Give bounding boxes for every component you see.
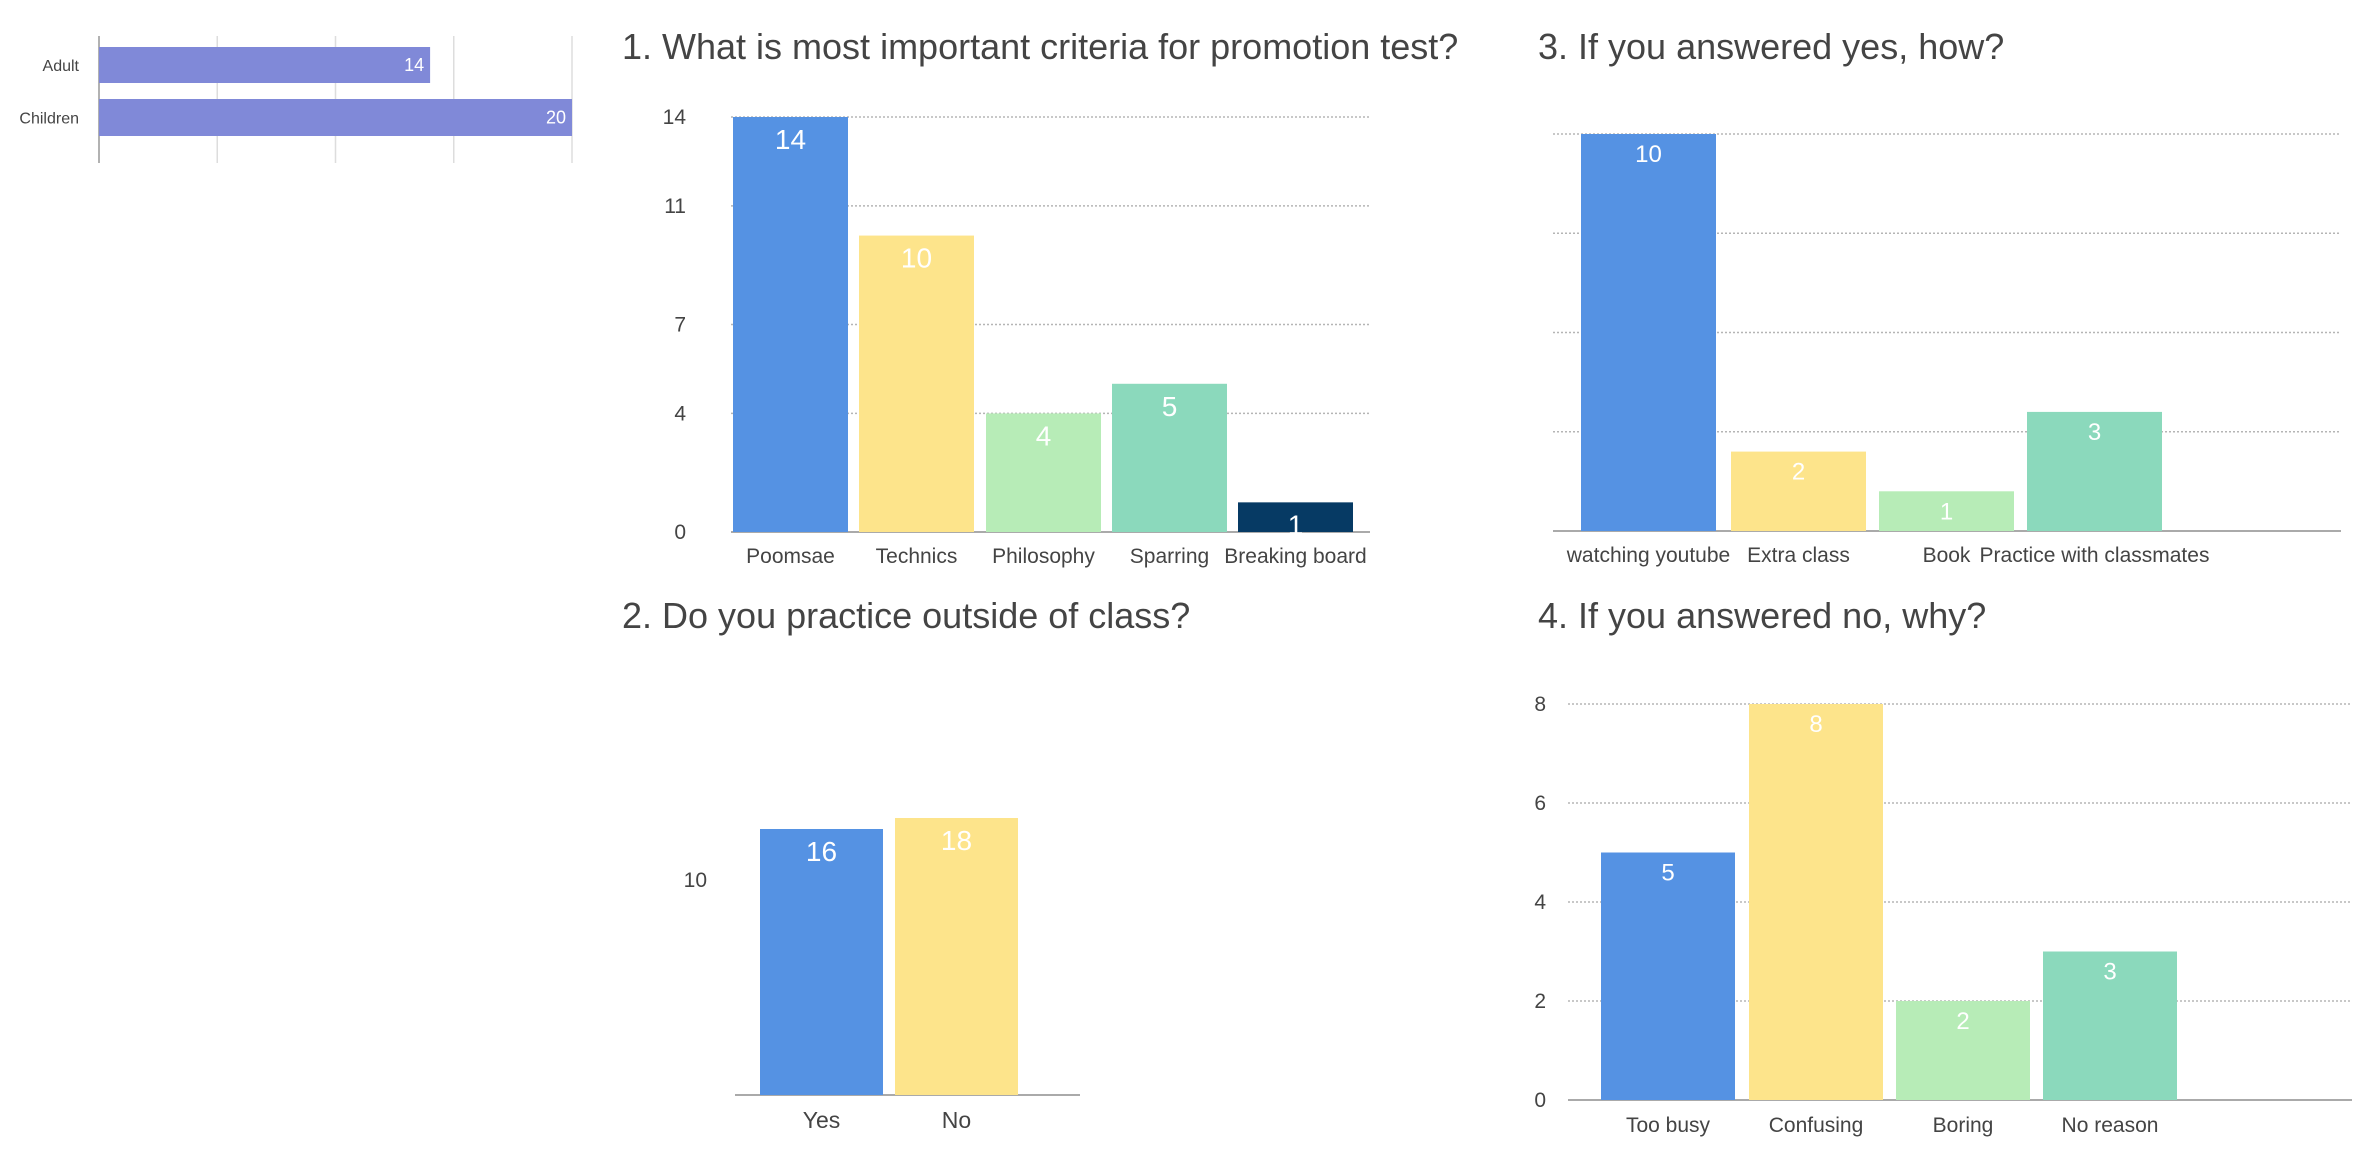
y-tick-label: Children xyxy=(19,111,79,128)
data-label: 8 xyxy=(1809,711,1822,738)
chart-title: 1. What is most important criteria for p… xyxy=(622,26,1459,67)
group-chart-svg: 14 Adult 20 Children xyxy=(19,36,573,163)
bar xyxy=(2043,951,2177,1100)
bar xyxy=(1749,704,1883,1100)
chart-group: 14 Adult 20 Children xyxy=(0,0,600,180)
y-tick-label: 2 xyxy=(1534,990,1546,1013)
data-label: 4 xyxy=(1036,420,1052,451)
data-label: 1 xyxy=(1288,509,1304,540)
chart-q2: 2. Do you practice outside of class? 10 1… xyxy=(600,580,1500,1158)
y-tick-label: 8 xyxy=(1534,693,1546,716)
x-tick-label: Confusing xyxy=(1769,1114,1864,1137)
y-tick-label: 4 xyxy=(674,402,686,425)
chart-title: 3. If you answered yes, how? xyxy=(1538,26,2005,67)
bar xyxy=(1601,852,1735,1100)
bar xyxy=(1112,383,1227,532)
data-label: 16 xyxy=(806,836,837,867)
x-tick-label: Book xyxy=(1923,544,1971,567)
bar xyxy=(760,829,883,1095)
x-tick-label: Philosophy xyxy=(992,545,1095,568)
bar xyxy=(1238,502,1353,532)
data-label: 5 xyxy=(1162,391,1178,422)
chart-title: 2. Do you practice outside of class? xyxy=(622,595,1191,636)
data-label: 14 xyxy=(404,55,424,75)
bar xyxy=(99,47,431,83)
y-tick-label: 0 xyxy=(1534,1089,1546,1112)
x-tick-label: Sparring xyxy=(1130,545,1209,568)
q4-chart-svg: 0 2 4 6 8 5 Too busy 8 Confusing 2 Boring 3 No reaso… xyxy=(1534,693,2352,1137)
data-label: 1 xyxy=(1940,498,1953,525)
x-tick-label: Yes xyxy=(803,1107,841,1133)
q1-chart-svg: 0 4 7 11 14 14 Poomsae 10 Technics 4 Philosophy 5 Sp… xyxy=(663,106,1370,568)
data-label: 3 xyxy=(2088,419,2101,446)
bar xyxy=(99,99,572,136)
bar xyxy=(1581,134,1716,531)
x-tick-label: Practice with classmates xyxy=(1980,544,2210,567)
bar xyxy=(1731,451,1866,531)
x-tick-label: No xyxy=(942,1107,971,1133)
bar xyxy=(733,117,848,532)
y-tick-label: 4 xyxy=(1534,891,1546,914)
x-tick-label: Extra class xyxy=(1747,544,1850,567)
x-tick-label: No reason xyxy=(2062,1114,2159,1137)
data-label: 2 xyxy=(1792,459,1805,486)
x-tick-label: Technics xyxy=(876,545,958,568)
data-label: 10 xyxy=(901,243,932,274)
data-label: 5 xyxy=(1661,860,1674,887)
y-tick-label: Adult xyxy=(43,58,80,75)
bar xyxy=(2027,411,2162,531)
bar xyxy=(1879,491,2014,531)
data-label: 14 xyxy=(775,124,806,155)
data-label: 20 xyxy=(546,108,566,128)
x-tick-label: Boring xyxy=(1933,1114,1994,1137)
y-tick-label: 0 xyxy=(674,521,686,544)
bar xyxy=(859,235,974,533)
chart-q3: 3. If you answered yes, how? 10 watching … xyxy=(1500,0,2376,580)
y-tick-label: 6 xyxy=(1534,792,1546,815)
x-tick-label: Breaking board xyxy=(1224,545,1366,568)
chart-title: 4. If you answered no, why? xyxy=(1538,595,1987,636)
q2-chart-svg: 10 16 Yes 18 No xyxy=(684,818,1080,1133)
y-tick-label: 14 xyxy=(663,106,687,129)
data-label: 10 xyxy=(1635,141,1662,168)
y-tick-label: 7 xyxy=(674,314,686,337)
bar xyxy=(895,818,1018,1095)
chart-q1: 1. What is most important criteria for p… xyxy=(600,0,1500,580)
y-tick-label: 10 xyxy=(684,869,707,892)
bar xyxy=(1896,1001,2030,1100)
x-tick-label: Too busy xyxy=(1626,1114,1711,1137)
data-label: 3 xyxy=(2103,959,2116,986)
x-tick-label: watching youtube xyxy=(1566,544,1730,567)
data-label: 2 xyxy=(1956,1008,1969,1035)
y-tick-label: 11 xyxy=(664,195,686,218)
bar xyxy=(986,413,1101,532)
data-label: 18 xyxy=(941,825,972,856)
chart-q4: 4. If you answered no, why? 0 2 4 6 8 5 Too bu… xyxy=(1500,580,2376,1158)
x-tick-label: Poomsae xyxy=(746,545,835,568)
q3-chart-svg: 10 watching youtube 2 Extra class 1 Book 3 Prac… xyxy=(1553,133,2341,567)
